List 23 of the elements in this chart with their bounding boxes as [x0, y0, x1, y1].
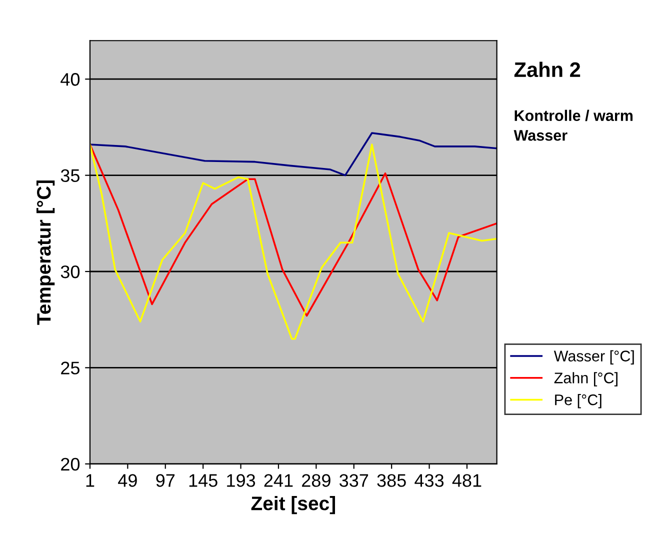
legend-label: Wasser [°C]: [554, 350, 634, 364]
y-tick-label: 35: [60, 169, 80, 182]
y-tick-label: 40: [60, 73, 80, 86]
text: Zahn 2: [514, 62, 580, 78]
x-tick-label: 481: [452, 474, 482, 487]
x-tick-label: 385: [377, 474, 406, 487]
x-tick-label: 289: [302, 474, 330, 487]
x-tick-label: 241: [264, 474, 293, 487]
x-tick-label: 433: [414, 474, 444, 487]
x-tick-label: 145: [189, 474, 218, 487]
x-axis-title: Zeit [sec]: [251, 496, 335, 514]
y-axis-title: Temperatur [°C]: [36, 180, 55, 325]
x-tick-label: 49: [118, 474, 137, 487]
x-tick-label: 97: [156, 474, 175, 487]
x-tick-label: 193: [227, 474, 256, 487]
text: Kontrolle / warm Wasser: [514, 110, 633, 141]
y-tick-label: 20: [61, 458, 80, 471]
legend-label: Pe [°C]: [555, 394, 602, 408]
y-tick-label: 30: [60, 265, 80, 278]
legend-label: Zahn [°C]: [554, 372, 618, 386]
x-tick-label: 1: [86, 474, 94, 487]
x-tick-label: 337: [340, 474, 368, 487]
y-tick-label: 25: [61, 362, 80, 374]
